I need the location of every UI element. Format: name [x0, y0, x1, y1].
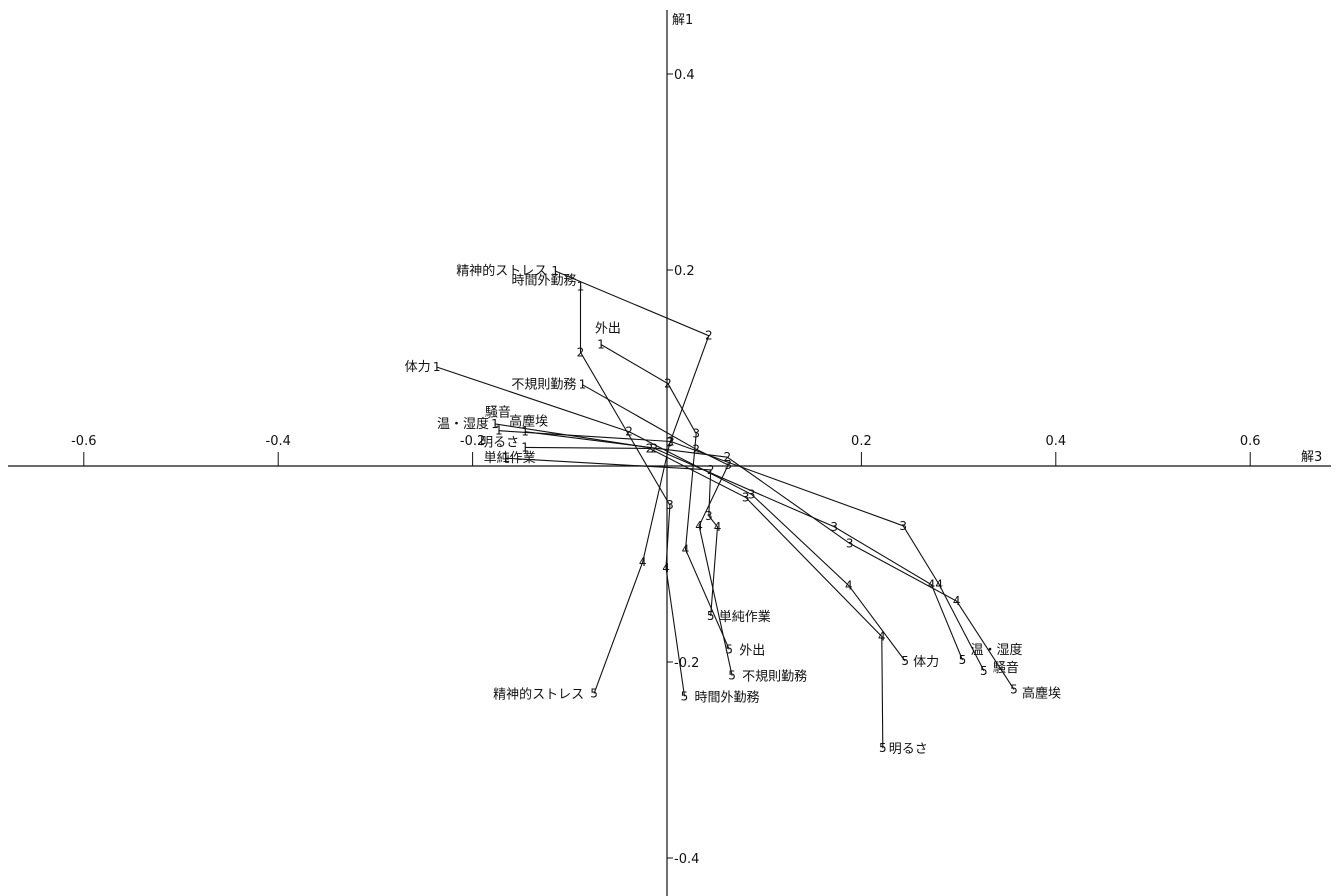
data-point: 5	[980, 664, 988, 678]
data-point: 5	[725, 642, 733, 656]
data-point: 2	[705, 329, 713, 343]
x-axis-label: 解3	[1301, 450, 1322, 465]
data-point: 1	[521, 440, 529, 454]
x-tick-label: 0.2	[851, 434, 872, 449]
x-tick-label: 0.6	[1240, 434, 1261, 449]
data-point: 3	[748, 487, 756, 501]
series-label-start: 体力	[405, 360, 431, 375]
series-line	[600, 344, 730, 650]
data-point: 4	[845, 579, 853, 593]
data-point: 1	[491, 417, 499, 431]
x-tick-label: -0.2	[460, 434, 485, 449]
data-point: 5	[590, 686, 598, 700]
data-point: 1	[433, 360, 441, 374]
ticks: -0.6 -0.4 -0.2 0.2 0.4 0.6 0.4 0.2 -0.2 -0.4	[71, 68, 1260, 867]
axes: 解3 解1	[8, 10, 1331, 896]
series-label-end: 不規則勤務	[742, 670, 807, 685]
data-point: 3	[846, 536, 854, 550]
data-point: 1	[577, 280, 585, 294]
data-point: 2	[723, 450, 731, 464]
data-point: 5	[707, 609, 715, 623]
data-point: 4	[662, 561, 670, 575]
data-point: 4	[639, 555, 647, 569]
data-point: 4	[935, 578, 943, 592]
series-label-end: 高塵埃	[1022, 685, 1061, 701]
x-tick-label: -0.6	[71, 434, 96, 449]
data-point: 5	[879, 741, 887, 755]
series-label-end: 温・湿度	[970, 642, 1022, 658]
series-label-start: 外出	[595, 321, 621, 336]
data-point: 1	[521, 425, 529, 439]
series-label-end: 体力	[913, 655, 939, 670]
data-point: 4	[714, 520, 722, 534]
data-point: 1	[502, 451, 510, 465]
y-tick-label: -0.4	[674, 852, 699, 867]
data-point: 5	[728, 669, 736, 683]
data-point: 2	[692, 442, 700, 456]
series-label-start: 精神的ストレス	[456, 263, 547, 279]
y-tick-label: -0.2	[674, 656, 699, 671]
series-line	[525, 446, 884, 749]
data-point: 3	[705, 509, 713, 523]
series-line	[436, 366, 906, 662]
data-point: 1	[597, 337, 605, 351]
data-point: 1	[551, 264, 559, 278]
data-point: 5	[959, 653, 967, 667]
data-point: 2	[577, 345, 585, 359]
series-label-end: 明るさ	[889, 742, 928, 757]
series-label-start: 時間外勤務	[511, 274, 576, 289]
series-line	[505, 457, 719, 616]
y-tick-label: 0.4	[674, 68, 695, 83]
series-label-end: 騒音	[993, 660, 1019, 676]
data-point: 2	[707, 463, 715, 477]
series-label-end: 時間外勤務	[694, 690, 759, 705]
x-tick-label: 0.4	[1045, 434, 1066, 449]
series-label-end: 単純作業	[719, 609, 771, 625]
data-point: 2	[667, 435, 675, 449]
data-point: 3	[899, 519, 907, 533]
data-point: 5	[901, 654, 909, 668]
data-point: 4	[928, 578, 936, 592]
data-point: 5	[681, 689, 689, 703]
series-label-end: 精神的ストレス	[493, 686, 584, 702]
data-point: 3	[666, 435, 674, 449]
data-point: 5	[1010, 682, 1018, 696]
data-point: 4	[878, 630, 886, 644]
x-tick-label: -0.4	[266, 434, 291, 449]
series-lines	[436, 270, 1015, 749]
series-label-start: 明るさ	[480, 435, 519, 450]
data-point: 2	[664, 377, 672, 391]
series-label-start: 温・湿度	[437, 416, 489, 432]
data-point: 3	[692, 427, 700, 441]
data-point: 4	[695, 519, 703, 533]
series-line	[494, 423, 964, 661]
series-label-start: 高塵埃	[509, 414, 548, 430]
data-point: 2	[651, 441, 659, 455]
data-point: 3	[742, 490, 750, 504]
data-point: 1	[495, 424, 503, 438]
data-point: 2	[646, 441, 654, 455]
data-point: 4	[682, 542, 690, 556]
y-axis-label: 解1	[672, 13, 693, 28]
data-point: 2	[625, 425, 633, 439]
series-line	[554, 270, 710, 694]
series-line	[579, 286, 686, 697]
series-label-start: 単純作業	[484, 450, 536, 466]
series-label-start: 不規則勤務	[511, 378, 576, 393]
data-point: 4	[953, 594, 961, 608]
series-line	[498, 430, 985, 672]
y-tick-label: 0.2	[674, 264, 695, 279]
series-line	[525, 431, 1015, 690]
series-line	[582, 384, 733, 676]
data-point: 3	[830, 520, 838, 534]
data-point: 3	[724, 458, 732, 472]
data-point: 1	[579, 378, 587, 392]
series-label-start: 騒音	[485, 405, 511, 421]
series-labels: 精神的ストレス精神的ストレス時間外勤務時間外勤務外出外出体力体力不規則勤務不規則…	[405, 263, 1061, 757]
data-point: 3	[666, 498, 674, 512]
series-points: 1234512345123451234512345123451234512345…	[433, 264, 1018, 755]
series-label-end: 外出	[739, 643, 765, 658]
